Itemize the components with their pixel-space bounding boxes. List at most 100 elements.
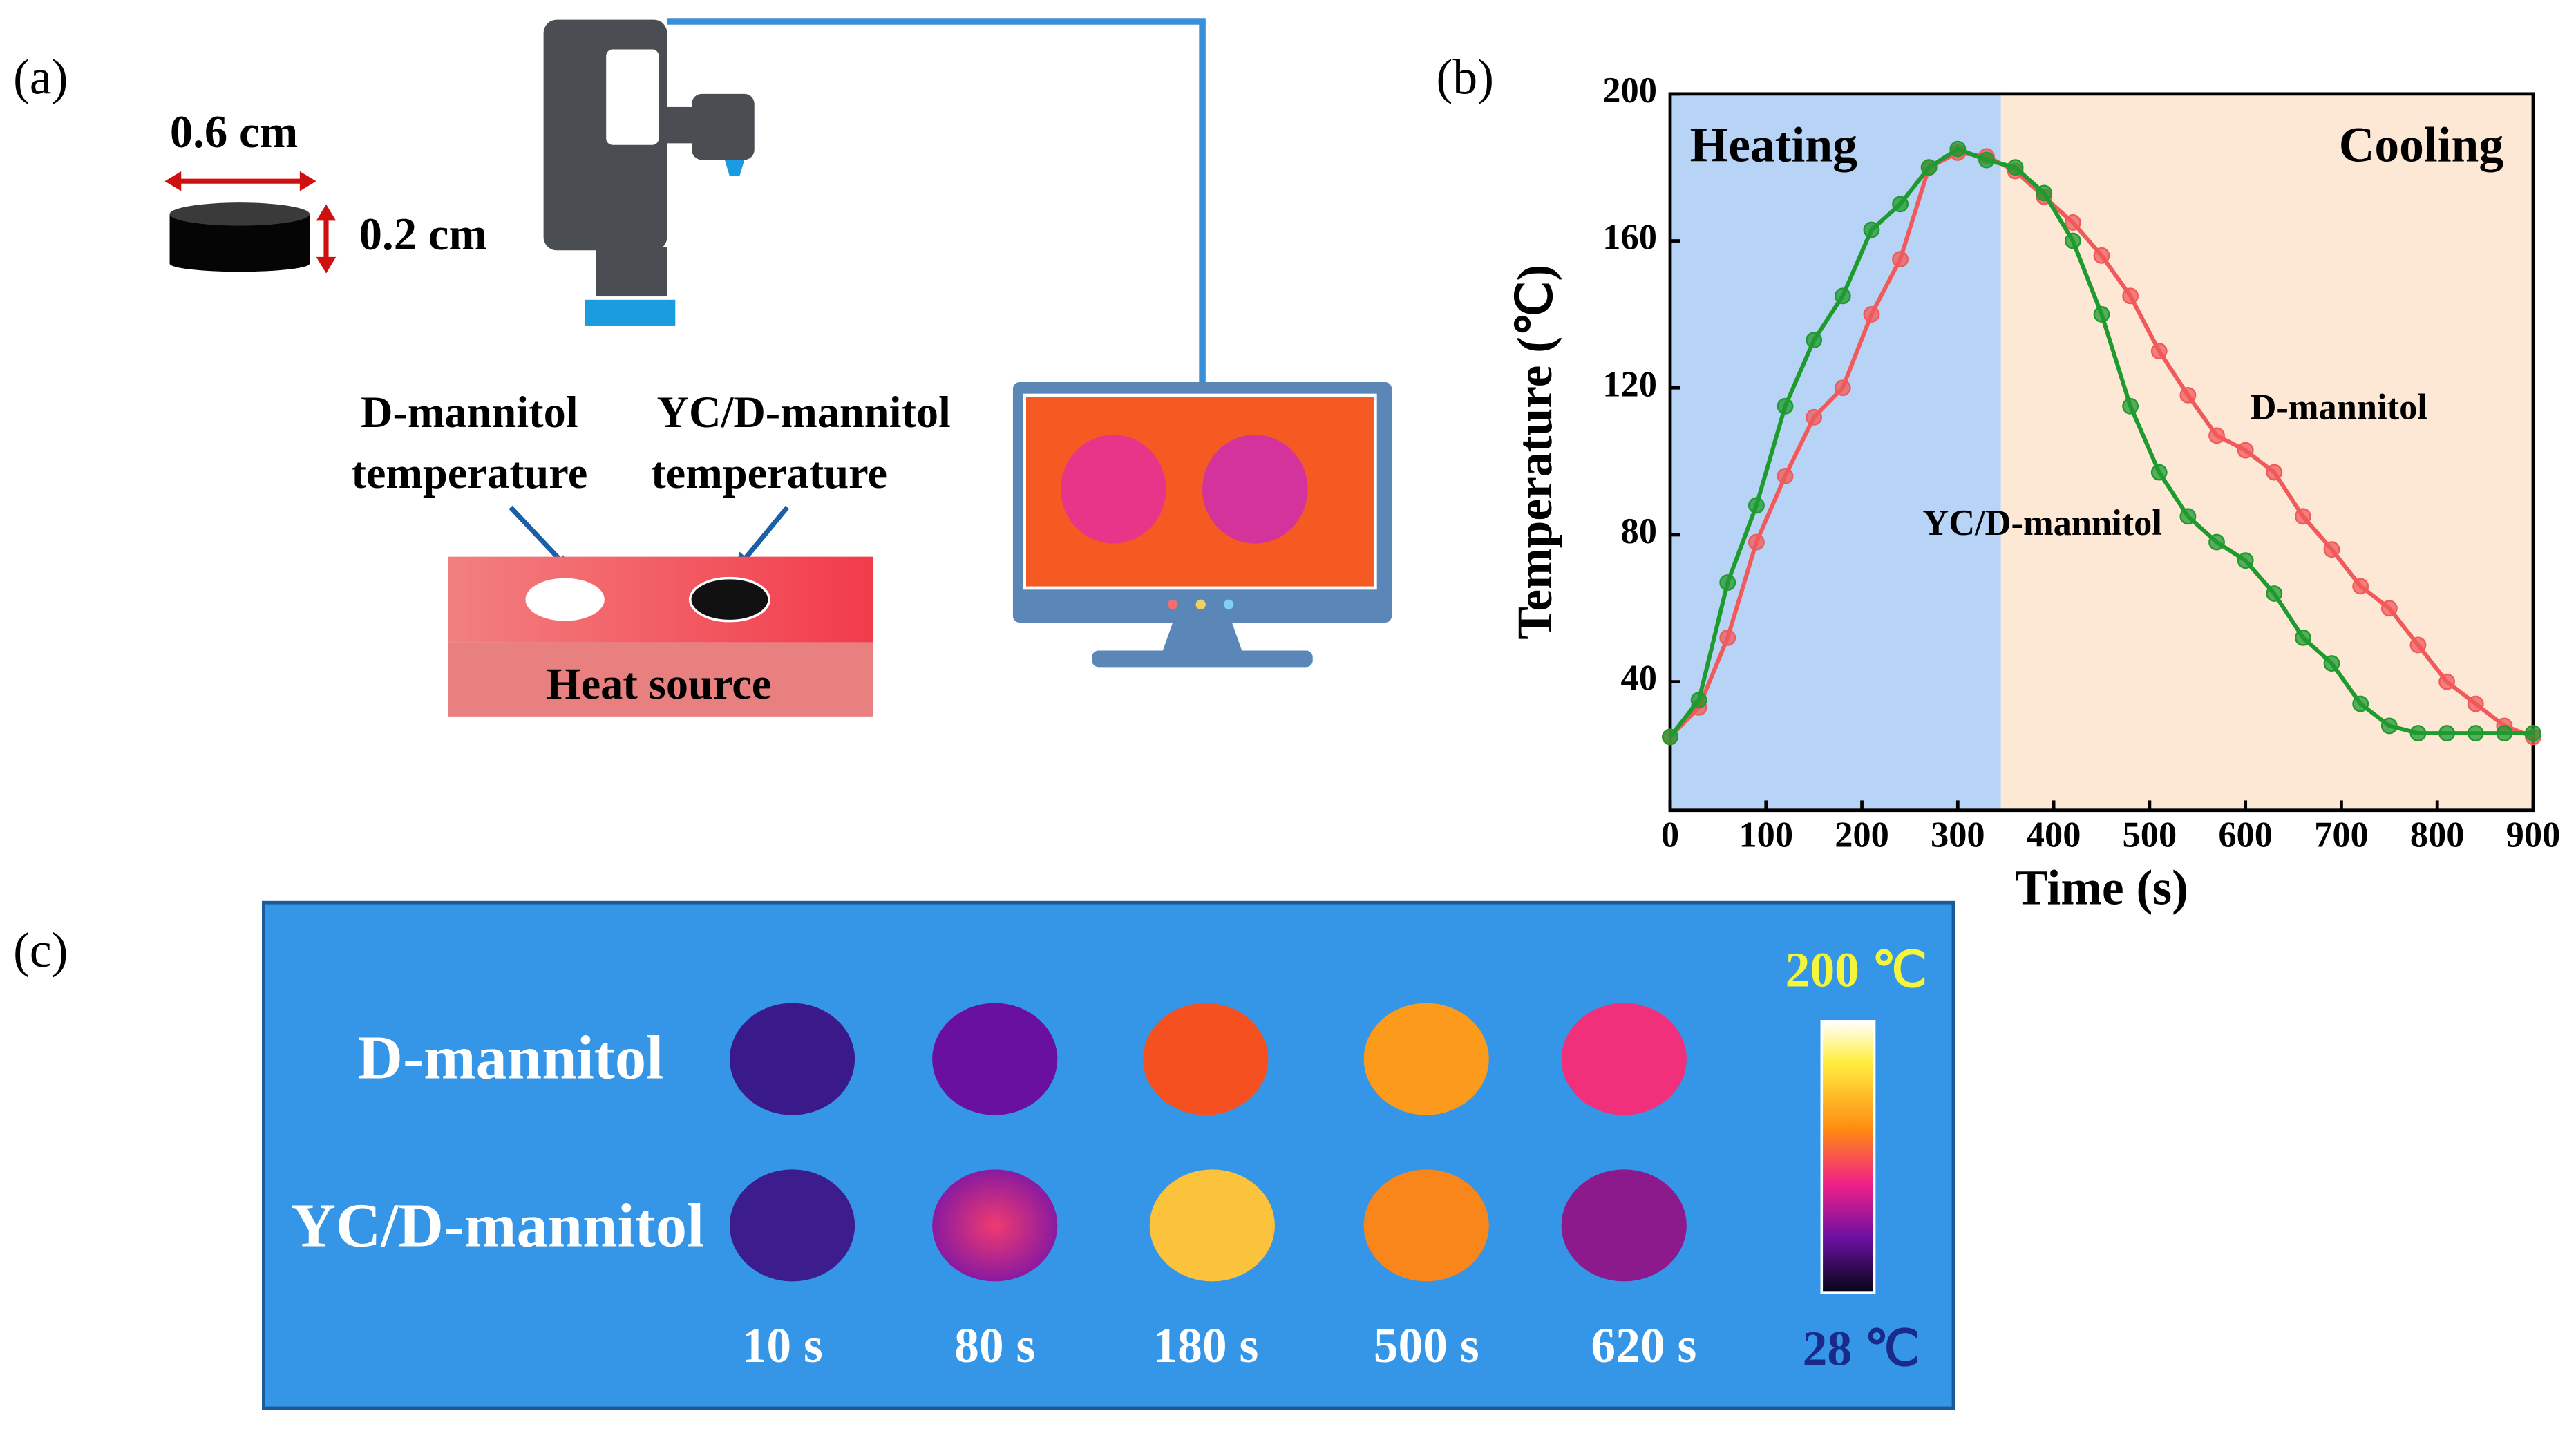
series-label: D-mannitol <box>2251 388 2427 428</box>
x-tick-label: 100 <box>1739 815 1793 855</box>
dot <box>1224 599 1234 609</box>
monitor-stand <box>1162 622 1242 651</box>
time-label: 500 s <box>1374 1318 1479 1373</box>
data-point <box>1719 629 1736 646</box>
scale-max: 200 ℃ <box>1786 943 1927 997</box>
thermal-panel <box>262 900 1955 1410</box>
data-point <box>2438 725 2456 741</box>
region-label: Heating <box>1690 117 1858 172</box>
x-axis-title: Time (s) <box>2015 860 2188 915</box>
data-point <box>2237 552 2254 569</box>
data-point <box>2352 578 2369 595</box>
color-bar <box>1820 1020 1876 1294</box>
thermal-image <box>1143 1003 1269 1115</box>
monitor-base <box>1092 650 1313 668</box>
heat-source-label: Heat source <box>547 659 772 708</box>
sample <box>688 576 770 623</box>
data-point <box>2266 464 2283 481</box>
disk <box>169 255 310 272</box>
data-point <box>2036 184 2053 202</box>
data-point <box>2409 725 2427 741</box>
data-point <box>1834 287 1851 305</box>
y-tick-label: 40 <box>1621 659 1657 699</box>
data-point <box>2380 600 2398 617</box>
thermal-spot <box>1202 435 1308 544</box>
plot-frame <box>1668 92 2535 813</box>
thermal-image <box>932 1003 1058 1115</box>
thermal-image <box>729 1003 855 1115</box>
y-tick-label: 200 <box>1602 70 1657 111</box>
cable <box>667 18 1206 382</box>
panel-label: (a) <box>13 50 68 105</box>
probe-label: YC/D-mannitol <box>657 388 951 437</box>
thermal-image <box>932 1169 1058 1282</box>
time-label: 80 s <box>954 1318 1035 1373</box>
probe-label: temperature <box>351 448 587 498</box>
camera-window <box>606 49 659 145</box>
x-tick-label: 500 <box>2123 815 2177 855</box>
data-point <box>2438 673 2456 690</box>
thermal-image <box>1149 1169 1275 1282</box>
data-point <box>2007 159 2024 176</box>
y-tick-label: 80 <box>1621 511 1657 551</box>
thermal-image <box>1363 1169 1489 1282</box>
data-point <box>2064 232 2081 249</box>
panel-c: (c) D-mannitol YC/D-mannitol 10 s 80 s 1… <box>13 900 1955 1410</box>
x-tick-label: 0 <box>1661 815 1679 855</box>
dimension: 0.6 cm <box>170 107 298 158</box>
thermal-image <box>1561 1169 1687 1282</box>
data-point <box>2266 585 2283 602</box>
data-point <box>2496 725 2513 741</box>
data-point <box>1920 159 1938 176</box>
region-label: Cooling <box>2339 117 2504 172</box>
data-point <box>2323 655 2340 672</box>
data-point <box>2208 533 2225 551</box>
data-point <box>2409 636 2427 654</box>
region <box>2000 93 2533 811</box>
data-point <box>2295 629 2311 646</box>
thermal-image <box>1363 1003 1489 1115</box>
data-point <box>2467 725 2484 741</box>
data-point <box>2093 247 2110 264</box>
camera-light <box>724 160 745 177</box>
data-point <box>1863 305 1880 323</box>
data-point <box>2525 725 2541 741</box>
panel-a: (a) 0.6 cm 0.2 cm D-mannitol temperature… <box>13 18 1392 717</box>
y-axis-title: Temperature (℃) <box>1508 265 1562 640</box>
data-point <box>2122 287 2139 305</box>
dot <box>1167 599 1178 609</box>
data-point <box>1748 497 1765 514</box>
data-point <box>2150 464 2168 481</box>
data-point <box>1978 151 1995 169</box>
time-label: 10 s <box>742 1318 823 1373</box>
data-point <box>1806 332 1823 349</box>
x-tick-label: 600 <box>2218 815 2273 855</box>
thermal-spot <box>1061 435 1166 544</box>
data-point <box>1690 692 1707 709</box>
data-point <box>1662 728 1678 746</box>
data-point <box>2295 508 2311 525</box>
time-label: 620 s <box>1591 1318 1696 1373</box>
data-point <box>1719 574 1736 591</box>
row-label: YC/D-mannitol <box>291 1191 705 1260</box>
panel-label: (b) <box>1437 50 1494 105</box>
series-label: YC/D-mannitol <box>1922 503 2162 543</box>
pointer <box>509 505 790 565</box>
x-tick-label: 300 <box>1931 815 1985 855</box>
heat-source <box>448 556 873 643</box>
data-point <box>1777 467 1794 484</box>
y-tick-label: 160 <box>1602 218 1657 258</box>
data-point <box>2179 386 2197 404</box>
dimension: 0.2 cm <box>359 209 487 260</box>
x-tick-label: 400 <box>2027 815 2081 855</box>
panel-b: (b) Heating Cooling 0 100 200 300 400 500 600 700… <box>1437 50 2561 916</box>
camera <box>596 247 667 297</box>
data-point <box>2122 397 2139 415</box>
data-point <box>2179 508 2197 525</box>
dot <box>1195 599 1206 609</box>
sample <box>525 578 605 621</box>
data-point <box>2064 214 2081 231</box>
thermal-image <box>729 1169 855 1282</box>
data-point <box>1777 397 1794 415</box>
